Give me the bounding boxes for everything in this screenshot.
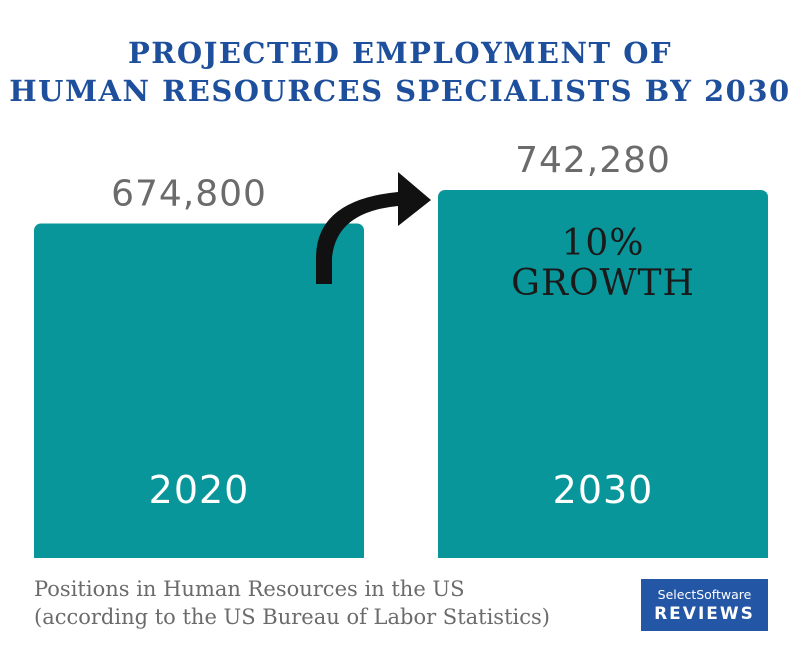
growth-percent: 10% [561,223,645,264]
footnote-line1: Positions in Human Resources in the US [34,577,465,601]
logo-top-text: SelectSoftware [657,587,752,602]
bar-2030 [438,190,768,566]
logo-bottom-text: REVIEWS [654,604,755,624]
source-footnote: Positions in Human Resources in the US (… [34,575,550,631]
value-label-2020: 674,800 [111,173,267,214]
chart-title-line2: HUMAN RESOURCES SPECIALISTS BY 2030 [9,74,791,108]
growth-text: GROWTH [511,263,695,304]
chart-title: PROJECTED EMPLOYMENT OF HUMAN RESOURCES … [0,34,800,110]
brand-logo: SelectSoftware REVIEWS [641,579,768,631]
baseline-mask [0,558,800,570]
category-label-2020: 2020 [149,468,250,512]
value-label-2030: 742,280 [515,140,671,181]
bar-2020 [34,223,364,567]
footnote-line2: (according to the US Bureau of Labor Sta… [34,605,550,629]
growth-annotation: 10% GROWTH [438,224,768,304]
growth-arrow-icon [316,172,431,284]
chart-title-line1: PROJECTED EMPLOYMENT OF [127,36,673,70]
category-label-2030: 2030 [553,468,654,512]
